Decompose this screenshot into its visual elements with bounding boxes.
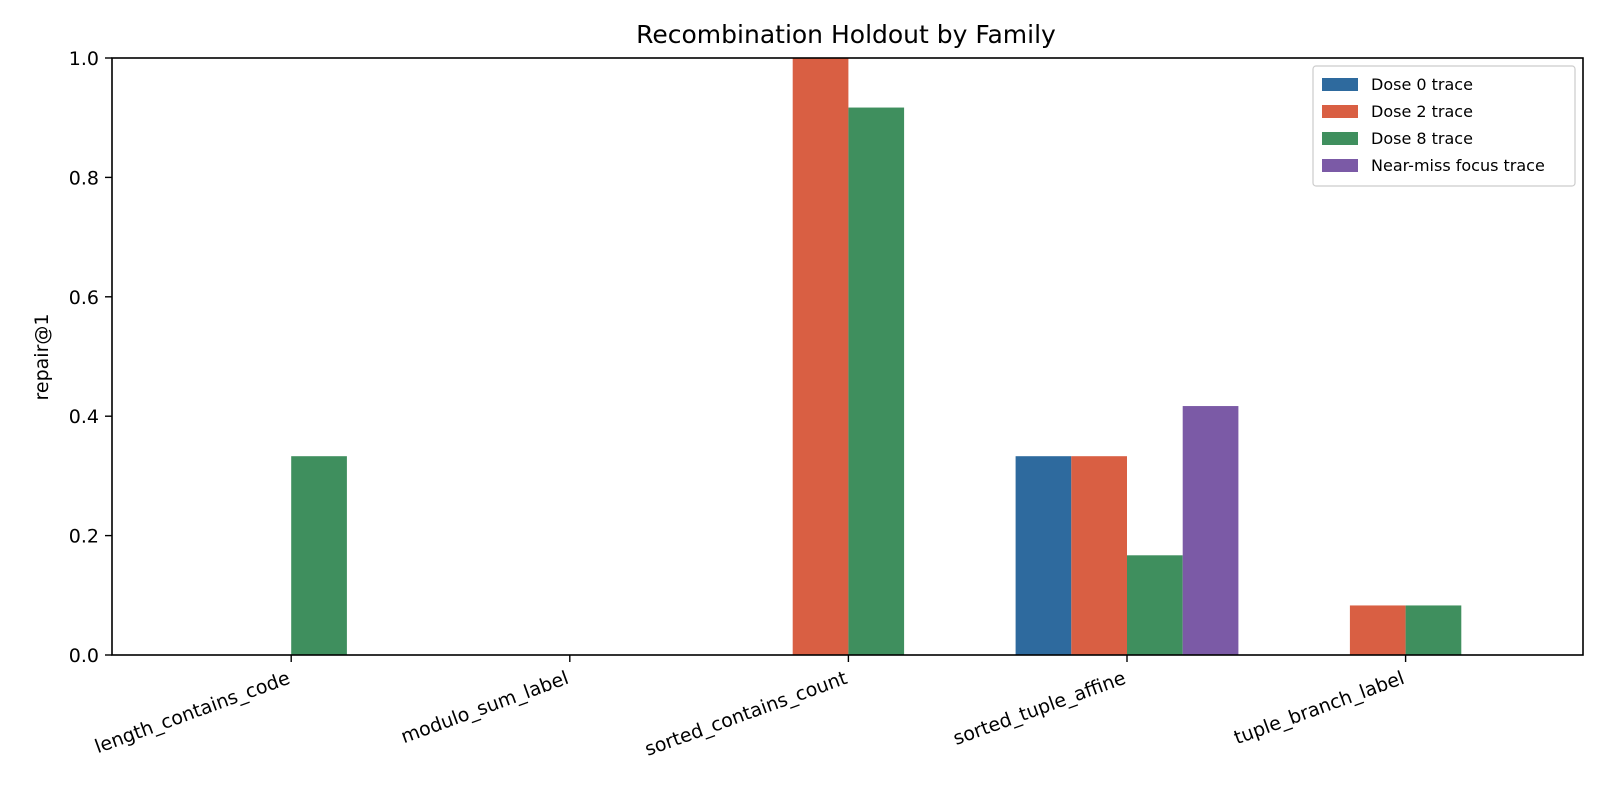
y-axis-label: repair@1 (31, 314, 53, 401)
y-tick-label: 0.8 (69, 167, 99, 189)
bar-dose-2-trace-sorted-contains-count (792, 58, 849, 655)
x-tick-label: sorted_contains_count (642, 667, 850, 761)
legend-swatch (1322, 159, 1358, 172)
x-tick-label: sorted_tuple_affine (950, 667, 1128, 750)
legend-label: Dose 8 trace (1371, 129, 1473, 148)
legend-swatch (1322, 132, 1358, 145)
legend: Dose 0 trace Dose 2 trace Dose 8 trace Near… (1312, 65, 1576, 187)
bar-dose-8-trace-length-contains-code (291, 456, 347, 655)
y-tick-label: 0.2 (69, 526, 99, 548)
x-tick-label: length_contains_code (92, 667, 293, 758)
legend-label: Near-miss focus trace (1371, 156, 1545, 175)
legend-label: Dose 2 trace (1371, 102, 1473, 121)
y-tick-label: 1.0 (69, 48, 99, 70)
bar-near-miss-focus-trace-sorted-tuple-affine (1182, 406, 1239, 655)
x-tick-label: tuple_branch_label (1231, 667, 1407, 749)
legend-swatch (1322, 78, 1358, 91)
bar-dose-8-trace-sorted-tuple-affine (1127, 555, 1183, 655)
bars-layer (291, 58, 1462, 656)
bar-dose-2-trace-sorted-tuple-affine (1071, 456, 1127, 655)
y-tick-label: 0.4 (69, 406, 99, 428)
plot-frame (111, 57, 1584, 656)
bar-dose-0-trace-sorted-tuple-affine (1015, 456, 1072, 655)
legend-label: Dose 0 trace (1371, 75, 1473, 94)
legend-swatch (1322, 105, 1358, 118)
bar-dose-2-trace-tuple-branch-label (1349, 605, 1406, 655)
legend-box (1312, 65, 1576, 187)
bar-dose-8-trace-sorted-contains-count (848, 107, 905, 656)
x-tick-label: modulo_sum_label (398, 667, 571, 748)
y-tick-label: 0.0 (69, 645, 99, 667)
chart-title: Recombination Holdout by Family (636, 20, 1056, 49)
y-tick-label: 0.6 (69, 287, 99, 309)
bar-dose-8-trace-tuple-branch-label (1405, 605, 1462, 655)
